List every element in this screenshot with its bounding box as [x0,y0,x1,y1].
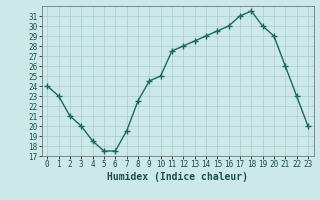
X-axis label: Humidex (Indice chaleur): Humidex (Indice chaleur) [107,172,248,182]
